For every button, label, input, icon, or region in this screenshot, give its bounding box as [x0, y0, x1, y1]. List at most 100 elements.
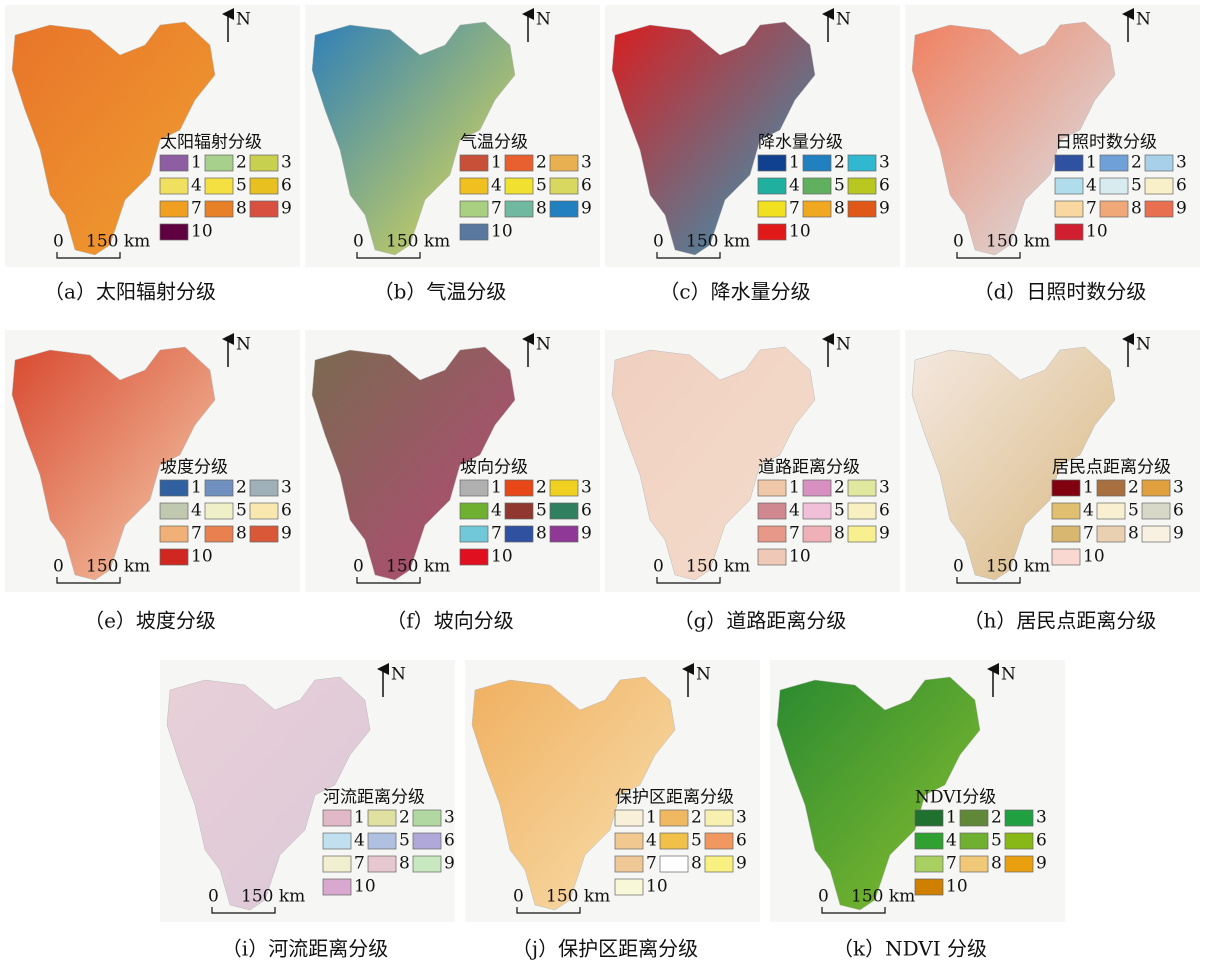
legend-swatch: [504, 479, 534, 497]
panel-caption: （a）太阳辐射分级: [44, 280, 216, 304]
legend-label: 1: [1086, 153, 1097, 173]
legend-swatch: [412, 855, 442, 873]
legend-swatch: [959, 832, 989, 850]
legend-label: 4: [491, 176, 502, 196]
legend-swatch: [549, 502, 579, 520]
scale-bar: [56, 577, 121, 584]
legend-swatch: [614, 878, 644, 896]
legend-swatch: [504, 502, 534, 520]
legend-swatch: [204, 479, 234, 497]
legend-swatch: [249, 177, 279, 195]
legend-swatch: [1141, 479, 1171, 497]
scale-zero: 0: [353, 232, 364, 252]
legend-swatch: [847, 200, 877, 218]
legend-swatch: [322, 878, 352, 896]
legend-swatch: [459, 177, 489, 195]
legend-label: 7: [1086, 199, 1097, 219]
north-label: N: [391, 665, 406, 685]
legend-swatch: [322, 832, 352, 850]
legend-label: 7: [789, 199, 800, 219]
north-label: N: [236, 335, 251, 355]
map-region: [611, 21, 816, 256]
north-label: N: [836, 335, 851, 355]
legend-swatch: [757, 177, 787, 195]
legend-swatch: [459, 548, 489, 566]
legend-swatch: [659, 809, 689, 827]
legend-swatch: [249, 525, 279, 543]
scale-bar: [356, 252, 421, 259]
legend-swatch: [1141, 502, 1171, 520]
legend-swatch: [1054, 154, 1084, 172]
legend-swatch: [459, 502, 489, 520]
legend-swatch: [459, 479, 489, 497]
panel-caption: （j）保护区距离分级: [512, 937, 698, 961]
panel-caption: （c）降水量分级: [659, 280, 810, 304]
legend-label: 8: [834, 199, 845, 219]
legend-label: 6: [1173, 501, 1184, 521]
scale-bar: [56, 252, 121, 259]
legend-swatch: [802, 200, 832, 218]
scale-zero: 0: [953, 232, 964, 252]
legend-swatch: [549, 525, 579, 543]
legend-label: 4: [789, 501, 800, 521]
legend-label: 2: [399, 808, 410, 828]
legend-title: 河流距离分级: [323, 788, 425, 808]
panel-caption: （i）河流距离分级: [222, 937, 388, 961]
legend-label: 6: [1036, 831, 1047, 851]
scale-bar: [356, 577, 421, 584]
north-label: N: [1001, 665, 1016, 685]
legend-swatch: [704, 809, 734, 827]
legend-swatch: [367, 809, 397, 827]
legend-swatch: [249, 502, 279, 520]
legend-label: 9: [444, 854, 455, 874]
legend-label: 6: [281, 501, 292, 521]
legend-swatch: [504, 177, 534, 195]
legend-label: 7: [491, 524, 502, 544]
legend-swatch: [412, 832, 442, 850]
legend-label: 8: [536, 524, 547, 544]
north-label: N: [836, 10, 851, 30]
legend-swatch: [1096, 479, 1126, 497]
legend-label: 9: [736, 854, 747, 874]
legend-label: 1: [646, 808, 657, 828]
legend-label: 10: [789, 222, 811, 242]
legend-swatch: [367, 832, 397, 850]
legend-swatch: [704, 832, 734, 850]
legend-label: 9: [1176, 199, 1187, 219]
legend-label: 8: [536, 199, 547, 219]
legend-label: 1: [191, 478, 202, 498]
scale-bar: [956, 252, 1021, 259]
legend-label: 3: [281, 153, 292, 173]
legend-label: 8: [1131, 199, 1142, 219]
map-region: [311, 346, 516, 581]
legend-label: 9: [581, 524, 592, 544]
legend-label: 8: [236, 524, 247, 544]
legend-label: 1: [491, 478, 502, 498]
legend-label: 7: [946, 854, 957, 874]
legend-swatch: [549, 479, 579, 497]
legend-label: 3: [444, 808, 455, 828]
legend-label: 9: [1036, 854, 1047, 874]
legend-label: 5: [536, 501, 547, 521]
legend-title: 坡度分级: [160, 458, 228, 478]
legend-label: 9: [281, 199, 292, 219]
north-label: N: [236, 10, 251, 30]
legend-swatch: [704, 855, 734, 873]
legend-label: 2: [834, 153, 845, 173]
legend-label: 8: [236, 199, 247, 219]
legend-swatch: [1054, 177, 1084, 195]
scale-zero: 0: [53, 232, 64, 252]
legend-label: 3: [879, 478, 890, 498]
legend-title: NDVI分级: [915, 788, 996, 808]
legend-label: 10: [1083, 547, 1105, 567]
legend-swatch: [757, 548, 787, 566]
legend-label: 4: [191, 501, 202, 521]
legend-swatch: [1051, 479, 1081, 497]
legend-label: 5: [1131, 176, 1142, 196]
legend-label: 10: [946, 877, 968, 897]
legend-swatch: [322, 855, 352, 873]
legend-title: 气温分级: [460, 133, 528, 153]
legend-swatch: [1054, 223, 1084, 241]
